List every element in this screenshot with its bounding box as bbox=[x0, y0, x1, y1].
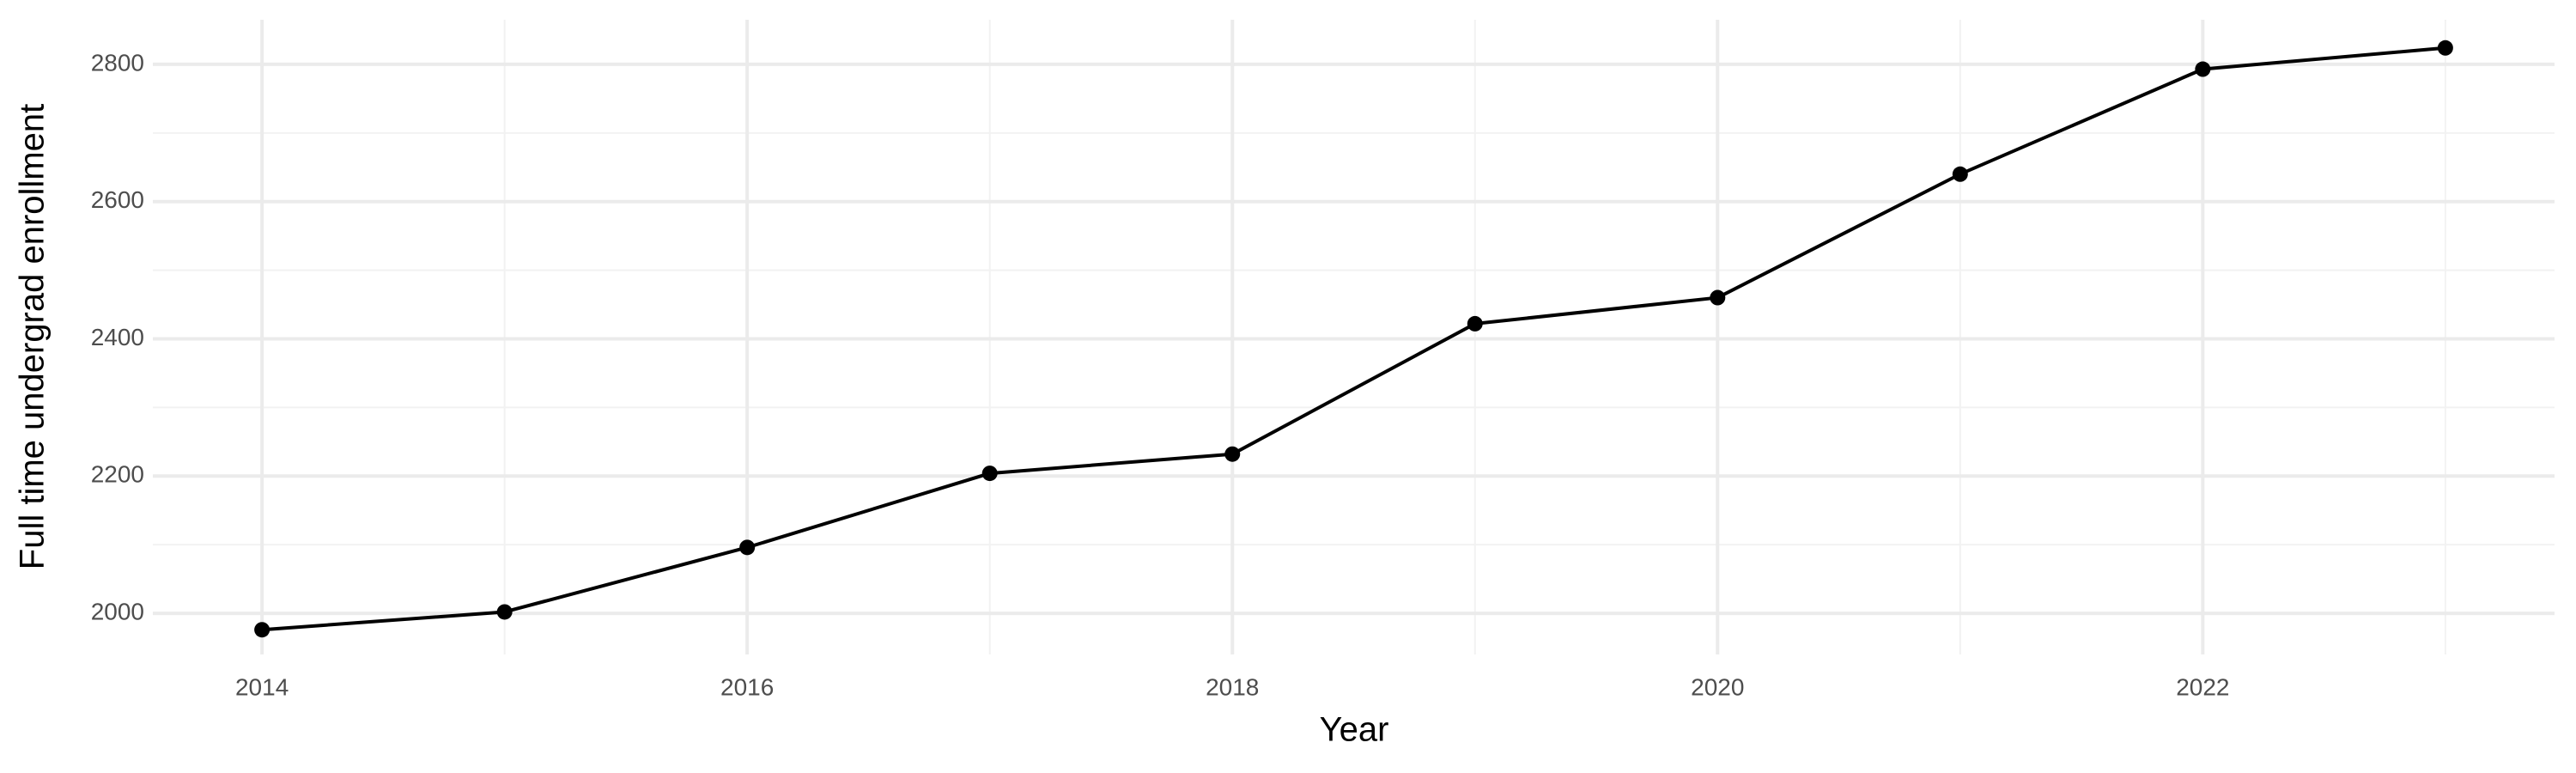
point bbox=[1467, 315, 1483, 332]
x-tick-label: 2022 bbox=[2176, 673, 2229, 700]
y-tick-label: 2800 bbox=[91, 49, 144, 76]
point bbox=[496, 604, 513, 620]
x-axis-title: Year bbox=[1320, 711, 1389, 749]
point bbox=[981, 466, 998, 482]
x-tick-label: 2020 bbox=[1691, 673, 1744, 700]
y-axis-title: Full time undergrad enrollment bbox=[14, 104, 52, 569]
point bbox=[1952, 166, 1968, 182]
x-tick-label: 2016 bbox=[720, 673, 774, 700]
x-tick-label: 2014 bbox=[235, 673, 289, 700]
y-tick-label: 2000 bbox=[91, 598, 144, 624]
y-tick-label: 2200 bbox=[91, 461, 144, 488]
point bbox=[254, 622, 270, 638]
y-tick-label: 2400 bbox=[91, 324, 144, 350]
point bbox=[2195, 61, 2211, 77]
point bbox=[1710, 289, 1726, 306]
point bbox=[2437, 40, 2453, 56]
point bbox=[739, 539, 756, 556]
point bbox=[1224, 446, 1241, 462]
x-tick-label: 2018 bbox=[1206, 673, 1259, 700]
y-tick-label: 2600 bbox=[91, 186, 144, 213]
line bbox=[261, 46, 2446, 632]
